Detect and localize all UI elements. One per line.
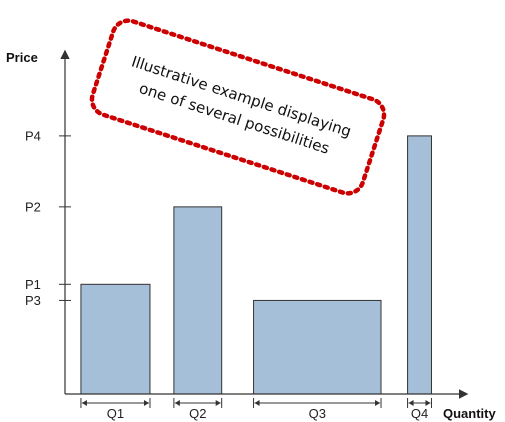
quantity-bracket-q2: Q2 — [173, 398, 223, 421]
bar-q4 — [407, 135, 432, 395]
bar-q2 — [173, 206, 223, 395]
bracket-arrow-right — [375, 400, 381, 406]
category-label-q2: Q2 — [189, 406, 206, 421]
bracket-arrow-left — [174, 400, 180, 406]
quantity-bracket-q1: Q1 — [80, 398, 151, 421]
x-axis-title: Quantity — [443, 406, 496, 421]
annotation-callout: Illustrative example displaying one of s… — [89, 18, 387, 196]
price-tick-label-p4: P4 — [25, 128, 41, 143]
bracket-arrow-right — [425, 400, 431, 406]
price-tick-label-p2: P2 — [25, 199, 41, 214]
price-tick-label-p3: P3 — [25, 293, 41, 308]
quantity-bracket-q3: Q3 — [253, 398, 382, 421]
price-tick-label-p1: P1 — [25, 277, 41, 292]
bar-q3 — [253, 299, 382, 395]
category-label-q4: Q4 — [411, 406, 428, 421]
bracket-arrow-right — [143, 400, 149, 406]
category-label-q1: Q1 — [107, 406, 124, 421]
y-axis-title: Price — [6, 50, 38, 65]
category-label-q3: Q3 — [309, 406, 326, 421]
quantity-brackets: Q1 Q2 Q3 Q4 — [80, 398, 432, 421]
bar-q1 — [80, 283, 151, 395]
bracket-arrow-left — [408, 400, 414, 406]
callout-border — [89, 18, 387, 196]
bracket-arrow-left — [81, 400, 87, 406]
bracket-arrow-left — [254, 400, 260, 406]
bracket-arrow-right — [215, 400, 221, 406]
quantity-bracket-q4: Q4 — [407, 398, 432, 421]
bars-layer — [80, 135, 432, 395]
